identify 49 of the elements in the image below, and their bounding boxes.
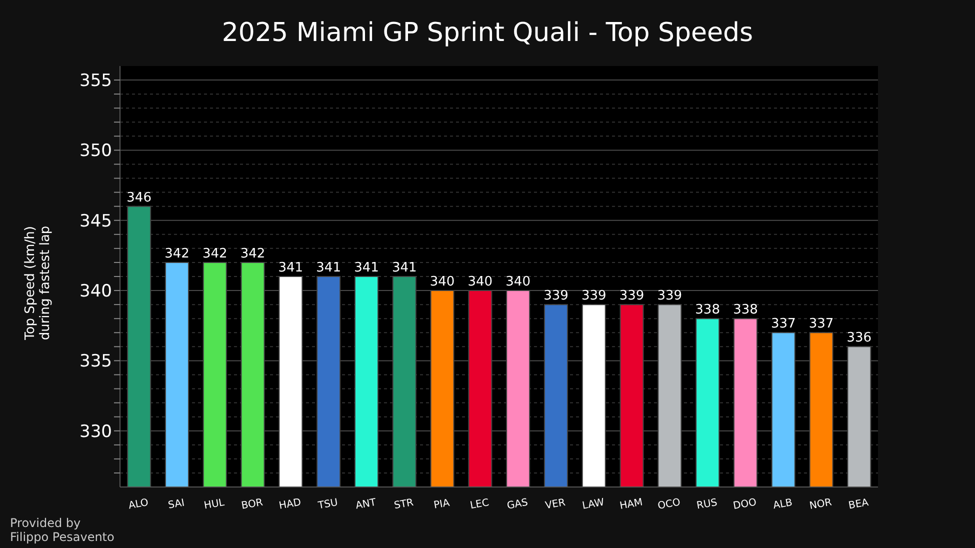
data-label: 341: [354, 260, 379, 276]
data-label: 340: [430, 274, 455, 290]
x-tick-label: NOR: [808, 497, 833, 512]
x-tick-label: ALO: [128, 497, 150, 512]
x-tick-label: LEC: [469, 497, 490, 512]
x-tick-label: LAW: [582, 497, 606, 512]
x-tick-label: PIA: [432, 498, 451, 512]
x-tick-label: HAM: [618, 497, 644, 512]
x-tick-label: OCO: [656, 497, 682, 512]
x-tick-label: STR: [393, 497, 414, 512]
data-label: 342: [240, 246, 266, 262]
data-label: 337: [770, 316, 796, 332]
x-tick-label: BOR: [240, 497, 264, 512]
x-tick-label: TSU: [316, 497, 339, 512]
x-tick-label: BEA: [848, 497, 870, 512]
data-label: 336: [846, 330, 872, 346]
y-axis-title: Top Speed (km/h) during fastest lap: [23, 226, 53, 341]
data-label: 338: [695, 302, 720, 318]
data-label: 342: [164, 246, 190, 262]
data-label: 339: [544, 288, 568, 304]
data-label: 337: [808, 316, 834, 332]
x-tick-label: GAS: [506, 497, 529, 512]
y-tick-label: 355: [80, 71, 112, 92]
x-tick-label: ANT: [354, 497, 378, 512]
data-label: 339: [619, 288, 644, 304]
x-tick-label: ALB: [772, 497, 794, 512]
data-label: 341: [278, 260, 304, 276]
y-tick-label: 330: [80, 422, 112, 442]
data-label: 339: [657, 288, 682, 304]
data-label: 342: [202, 246, 228, 262]
x-tick-label: DOO: [732, 497, 758, 512]
y-tick-label: 335: [80, 352, 112, 372]
data-label: 338: [733, 302, 758, 318]
x-tick-label: RUS: [696, 497, 718, 512]
x-tick-label: HAD: [278, 497, 302, 512]
text: Provided by Filippo Pesavento: [10, 516, 114, 544]
y-tick-label: 340: [80, 282, 112, 302]
data-label: 340: [506, 274, 530, 290]
data-label: 346: [126, 190, 152, 206]
x-tick-label: VER: [544, 497, 566, 512]
x-tick-label: SAI: [167, 498, 186, 512]
data-label: 340: [468, 274, 493, 290]
data-label: 341: [316, 260, 341, 276]
data-label: 339: [581, 288, 606, 304]
data-label: 341: [392, 260, 417, 276]
chart-title: 2025 Miami GP Sprint Quali - Top Speeds: [220, 18, 754, 48]
y-tick-label: 345: [80, 211, 112, 232]
x-tick-label: HUL: [203, 497, 226, 512]
y-tick-label: 350: [80, 141, 112, 162]
